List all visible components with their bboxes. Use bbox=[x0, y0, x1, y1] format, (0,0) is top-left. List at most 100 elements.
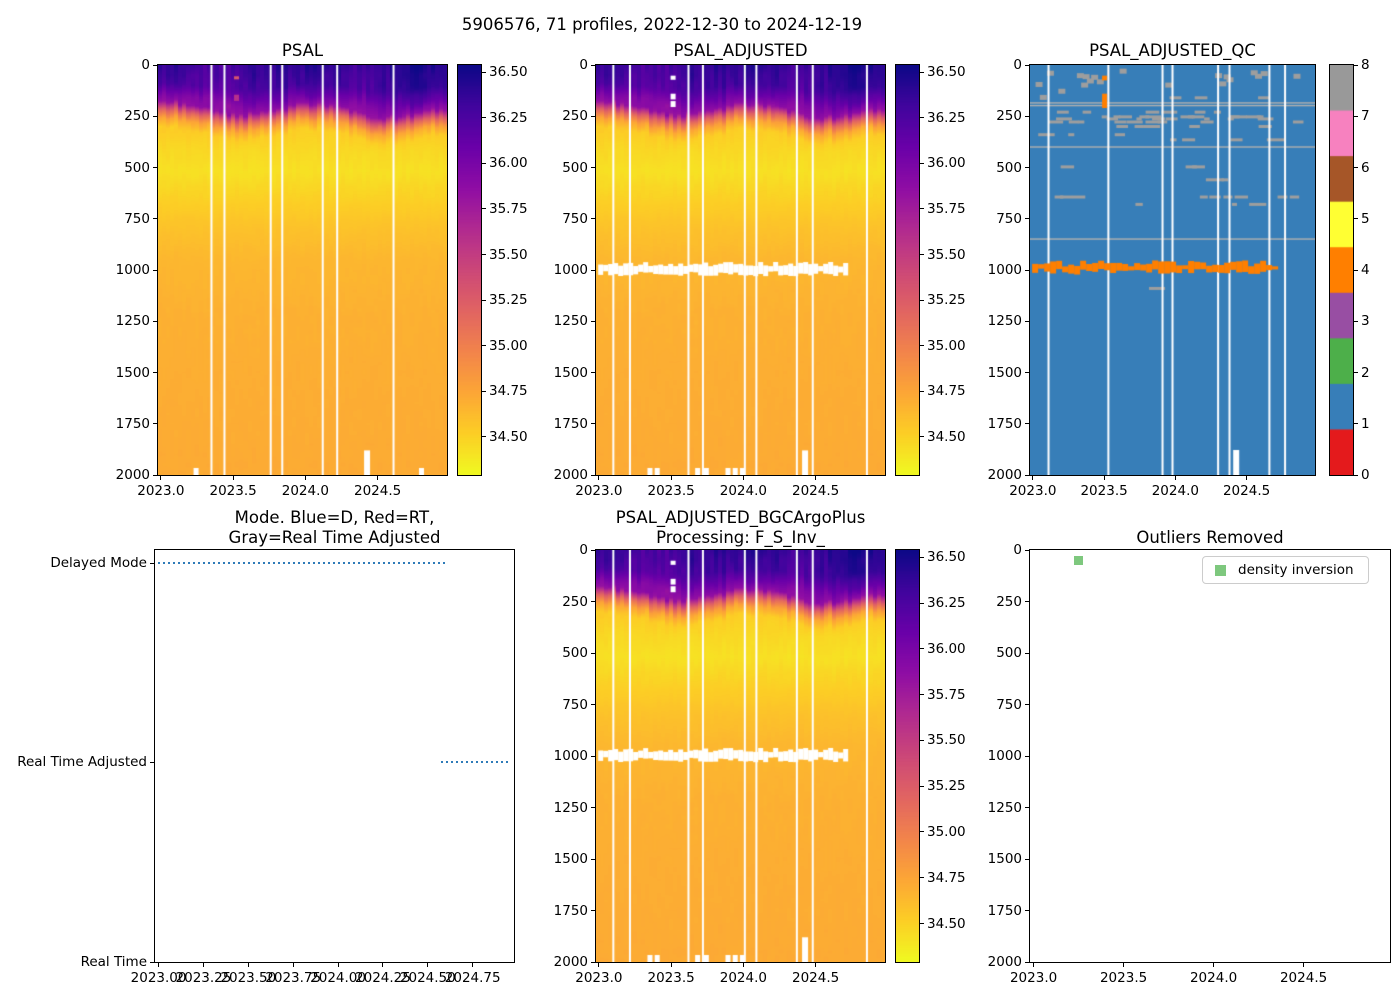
mode-row-label: Real Time Adjusted bbox=[17, 754, 147, 770]
psal_adjusted-colorbar-tick-mark bbox=[920, 254, 924, 255]
psal-x-tick-label: 2024.0 bbox=[281, 483, 329, 499]
psal_adjusted_qc-x-tick-label: 2023.0 bbox=[1009, 483, 1057, 499]
psal-y-tick-mark bbox=[153, 474, 157, 476]
mode-x-tick-mark bbox=[247, 963, 249, 967]
psal_adjusted-colorbar-tick-label: 35.00 bbox=[927, 337, 966, 354]
psal_adjusted-x-tick-mark bbox=[598, 476, 600, 480]
outliers-y-tick-mark bbox=[1025, 549, 1029, 551]
psal_adjusted-colorbar-tick-label: 35.50 bbox=[927, 246, 966, 263]
outliers-y-tick-label: 1500 bbox=[987, 851, 1022, 867]
psal_adjusted-heatmap-canvas bbox=[596, 65, 885, 475]
psal_adjusted_qc-y-tick-mark bbox=[1025, 269, 1029, 271]
psal-colorbar-tick-label: 35.75 bbox=[489, 200, 528, 217]
panel-title-mode: Mode. Blue=D, Red=RT, Gray=Real Time Adj… bbox=[155, 508, 514, 547]
psal-colorbar-tick-mark bbox=[482, 436, 486, 438]
psal_adjusted_qc-colorbar-tick-label: 4 bbox=[1361, 262, 1370, 278]
mode-y-tick-mark bbox=[150, 761, 154, 763]
psal_adjusted_qc-colorbar-tick-label: 5 bbox=[1361, 210, 1370, 227]
psal_adjusted_qc-y-tick-mark bbox=[1025, 423, 1029, 425]
psal-colorbar-tick-mark bbox=[482, 71, 486, 73]
psal_adjusted_bgc-y-tick-label: 250 bbox=[562, 593, 588, 610]
outliers-y-tick-mark bbox=[1025, 755, 1029, 757]
psal_adjusted_bgc-colorbar-tick-label: 35.00 bbox=[927, 823, 966, 840]
psal-colorbar-tick-mark bbox=[482, 208, 486, 210]
psal_adjusted-colorbar-tick-mark bbox=[920, 345, 924, 347]
psal_adjusted-colorbar-tick-mark bbox=[920, 299, 924, 301]
mode-x-tick-label: 2024.00 bbox=[310, 970, 366, 986]
panel-title-bgc-line2: Processing: F_S_Inv_ bbox=[656, 527, 825, 547]
psal-x-tick-mark bbox=[304, 476, 306, 480]
mode-dotted-line bbox=[441, 761, 512, 763]
psal_adjusted_qc-x-tick-mark bbox=[1103, 476, 1105, 480]
panel-title-psal: PSAL bbox=[281, 41, 324, 60]
psal_adjusted-x-tick-mark bbox=[742, 476, 744, 480]
psal_adjusted_bgc-colorbar-tick-label: 36.25 bbox=[927, 595, 966, 612]
psal-y-tick-mark bbox=[153, 64, 157, 66]
psal_adjusted-colorbar-tick-mark bbox=[920, 390, 924, 392]
mode-x-tick-label: 2024.75 bbox=[444, 970, 501, 986]
psal_adjusted_bgc-heatmap-canvas bbox=[596, 550, 885, 962]
psal-colorbar-tick-mark bbox=[482, 345, 486, 347]
outliers-y-tick-mark bbox=[1025, 961, 1029, 963]
psal_adjusted_qc-y-tick-mark bbox=[1025, 115, 1029, 117]
psal_adjusted_bgc-y-tick-mark bbox=[591, 910, 595, 911]
psal_adjusted_bgc-colorbar-tick-mark bbox=[920, 648, 924, 650]
psal-heatmap-canvas bbox=[158, 65, 447, 475]
psal-colorbar-tick-label: 35.25 bbox=[489, 292, 528, 309]
psal-y-tick-label: 1000 bbox=[115, 262, 150, 278]
psal-y-tick-label: 0 bbox=[141, 57, 150, 73]
outliers-axes-spine bbox=[1029, 549, 1391, 963]
psal_adjusted_bgc-y-tick-label: 1500 bbox=[553, 851, 588, 867]
mode-x-tick-label: 2023.00 bbox=[130, 970, 187, 986]
psal_adjusted-x-tick-mark bbox=[670, 476, 672, 480]
psal_adjusted_qc-y-tick-mark bbox=[1025, 64, 1029, 66]
psal-y-tick-label: 1750 bbox=[115, 415, 150, 432]
psal_adjusted_bgc-y-tick-mark bbox=[591, 755, 595, 757]
psal_adjusted-y-tick-label: 2000 bbox=[553, 467, 588, 483]
mode-x-tick-mark bbox=[292, 963, 294, 967]
psal-colorbar-tick-mark bbox=[482, 299, 486, 301]
psal_adjusted_qc-colorbar-tick-mark bbox=[1354, 474, 1358, 476]
psal-x-tick-label: 2023.0 bbox=[137, 483, 185, 499]
psal_adjusted_bgc-colorbar-tick-mark bbox=[920, 556, 924, 558]
psal_adjusted-colorbar-tick-label: 35.75 bbox=[927, 200, 966, 217]
psal-colorbar-tick-mark bbox=[482, 390, 486, 392]
psal_adjusted_bgc-y-tick-label: 750 bbox=[562, 696, 588, 713]
mode-y-tick-mark bbox=[150, 961, 154, 963]
panel-title-mode-line2: Gray=Real Time Adjusted bbox=[228, 527, 441, 547]
outliers-y-tick-mark bbox=[1025, 858, 1029, 860]
panel-title-psal-adjusted: PSAL_ADJUSTED bbox=[673, 41, 808, 60]
psal_adjusted_bgc-x-tick-mark bbox=[598, 963, 600, 967]
psal_adjusted-y-tick-mark bbox=[591, 474, 595, 476]
panel-title-bgc: PSAL_ADJUSTED_BGCArgoPlus Processing: F_… bbox=[596, 508, 885, 547]
psal_adjusted_bgc-y-tick-label: 1000 bbox=[553, 748, 588, 764]
mode-axes-spine bbox=[154, 549, 515, 963]
outliers-x-tick-label: 2024.5 bbox=[1279, 970, 1328, 986]
psal_adjusted_qc-x-tick-mark bbox=[1246, 476, 1248, 480]
psal_adjusted_bgc-x-tick-mark bbox=[670, 963, 672, 967]
psal_adjusted_bgc-colorbar-canvas bbox=[896, 550, 919, 962]
psal_adjusted_qc-x-tick-label: 2024.0 bbox=[1151, 483, 1199, 499]
psal_adjusted_qc-y-tick-label: 500 bbox=[996, 159, 1022, 176]
psal_adjusted_bgc-y-tick-mark bbox=[591, 807, 595, 808]
psal_adjusted_qc-colorbar-canvas bbox=[1330, 65, 1353, 475]
outliers-y-tick-label: 750 bbox=[996, 696, 1022, 713]
psal_adjusted_bgc-x-tick-label: 2023.0 bbox=[575, 970, 623, 986]
psal_adjusted_qc-y-tick-label: 250 bbox=[996, 108, 1022, 125]
outliers-x-tick-mark bbox=[1303, 963, 1305, 967]
psal_adjusted_qc-x-tick-label: 2024.5 bbox=[1222, 483, 1271, 499]
psal-y-tick-label: 1250 bbox=[115, 313, 150, 330]
psal_adjusted_bgc-y-tick-mark bbox=[591, 549, 595, 551]
psal_adjusted_bgc-colorbar-tick-label: 35.75 bbox=[927, 686, 966, 703]
psal-colorbar-tick-label: 35.50 bbox=[489, 246, 528, 263]
psal_adjusted-colorbar-tick-label: 36.25 bbox=[927, 109, 966, 126]
legend-label: density inversion bbox=[1238, 562, 1354, 578]
psal_adjusted_bgc-colorbar-tick-mark bbox=[920, 831, 924, 833]
psal_adjusted-colorbar-canvas bbox=[896, 65, 919, 475]
psal_adjusted_qc-colorbar-tick-mark bbox=[1354, 64, 1358, 66]
psal-colorbar-tick-label: 36.00 bbox=[489, 155, 528, 172]
outliers-x-tick-label: 2023.0 bbox=[1009, 970, 1058, 986]
outliers-y-tick-label: 500 bbox=[996, 645, 1022, 661]
psal_adjusted-y-tick-mark bbox=[591, 64, 595, 66]
psal-colorbar-canvas bbox=[458, 65, 481, 475]
